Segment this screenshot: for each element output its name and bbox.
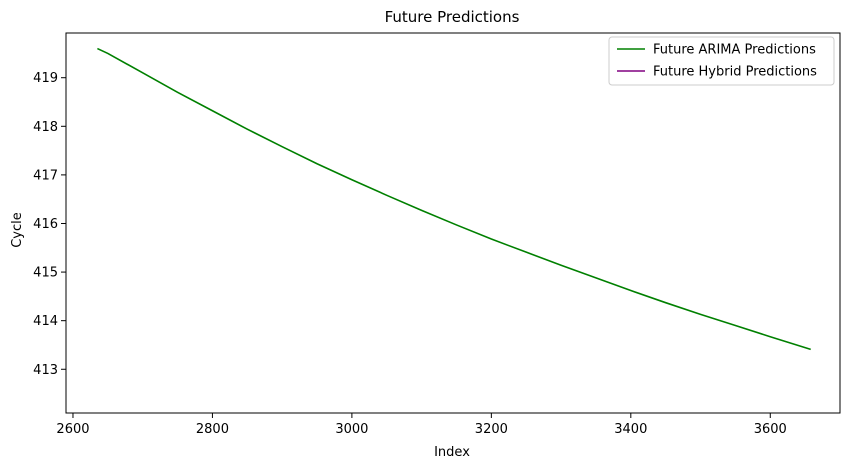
- x-tick-label: 3600: [754, 422, 787, 437]
- x-tick-label: 2800: [196, 422, 229, 437]
- legend-label: Future Hybrid Predictions: [653, 65, 817, 80]
- x-tick-label: 3200: [475, 422, 508, 437]
- x-axis: 2600 2800 3000 3200 3400 3600: [56, 413, 787, 437]
- x-axis-label: Index: [434, 445, 470, 460]
- y-tick-label: 414: [33, 314, 58, 329]
- x-tick-label: 3400: [614, 422, 647, 437]
- x-tick-label: 3000: [335, 422, 368, 437]
- legend: Future ARIMA Predictions Future Hybrid Pr…: [608, 36, 835, 86]
- y-tick-label: 419: [33, 71, 58, 86]
- y-axis-label: Cycle: [10, 212, 25, 248]
- legend-box: [608, 36, 835, 86]
- legend-label: Future ARIMA Predictions: [653, 43, 816, 58]
- y-tick-label: 418: [33, 120, 58, 135]
- y-tick-label: 416: [33, 217, 58, 232]
- y-tick-label: 413: [33, 363, 58, 378]
- series-layer: [97, 47, 811, 351]
- series-line-0: [97, 47, 811, 351]
- y-axis: 413 414 415 416 417 418 419: [33, 71, 66, 378]
- y-tick-label: 417: [33, 168, 58, 183]
- y-tick-label: 415: [33, 266, 58, 281]
- x-tick-label: 2600: [56, 422, 89, 437]
- chart-title: Future Predictions: [385, 8, 520, 26]
